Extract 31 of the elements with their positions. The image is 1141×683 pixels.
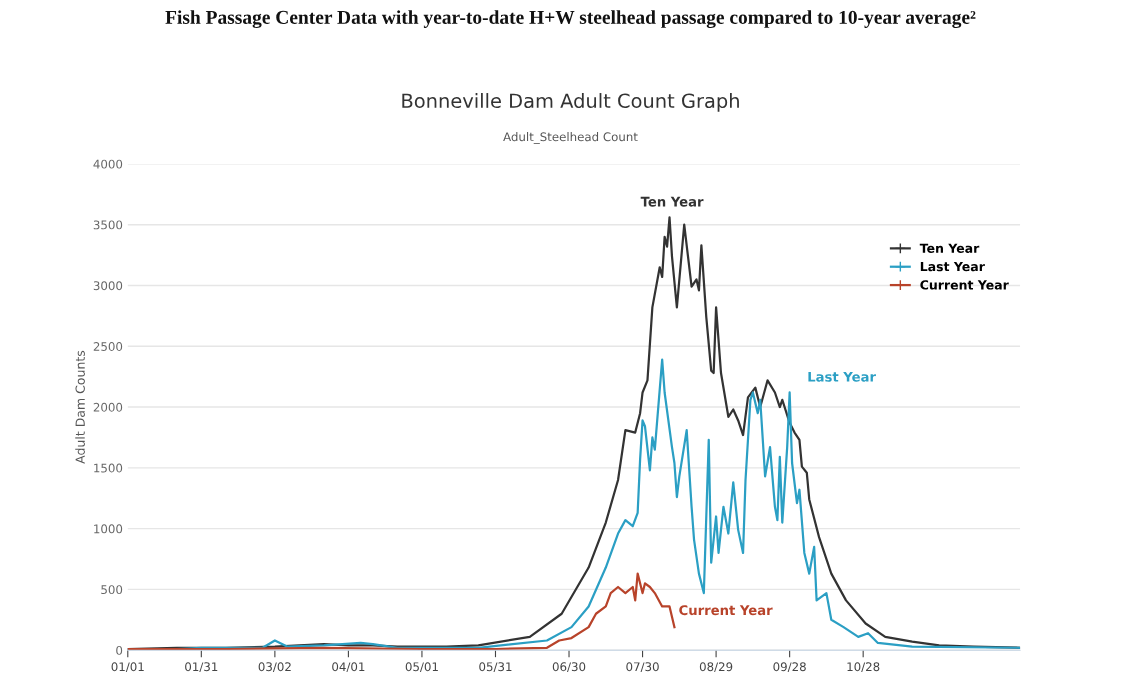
y-axis-title: Adult Dam Counts — [75, 350, 85, 464]
legend-label: Current Year — [920, 280, 1009, 290]
y-tick-label: 1000 — [94, 524, 123, 534]
x-tick-label: 08/29 — [699, 662, 733, 673]
y-tick-label: 500 — [101, 585, 123, 595]
x-tick-label: 09/28 — [773, 662, 806, 673]
y-tick-label: 3000 — [93, 281, 123, 291]
y-tick-label: 0 — [116, 645, 123, 655]
x-tick-label: 05/01 — [405, 662, 438, 673]
chart-subtitle: Adult_Steelhead Count — [503, 132, 638, 144]
x-tick-label: 06/30 — [552, 662, 586, 673]
y-tick-label: 4000 — [93, 159, 123, 169]
y-tick-label: 2500 — [93, 342, 123, 351]
text: Fish Passage Center Data with year-to-date H+W steelhead passage compared to 10-year average² — [165, 10, 976, 29]
x-tick-label: 05/31 — [479, 662, 512, 673]
x-tick-label: 10/28 — [847, 662, 880, 673]
y-tick-label: 3500 — [93, 220, 123, 230]
x-tick-label: 03/02 — [258, 662, 291, 673]
annotation: Current Year — [679, 605, 773, 616]
x-tick-label: 07/30 — [626, 662, 659, 673]
y-tick-label: 2000 — [93, 402, 123, 412]
annotation: Ten Year — [640, 196, 704, 207]
x-tick-label: 04/01 — [332, 662, 365, 673]
annotation: Last Year — [808, 371, 876, 382]
legend-label: Ten Year — [919, 243, 980, 253]
x-tick-label: 01/31 — [185, 662, 218, 673]
line-series — [127, 572, 676, 651]
x-tick-label: 01/01 — [111, 662, 144, 673]
y-tick-label: 1500 — [94, 463, 123, 473]
legend-label: Last Year — [920, 261, 985, 272]
chart-title: Bonneville Dam Adult Count Graph — [402, 93, 739, 112]
